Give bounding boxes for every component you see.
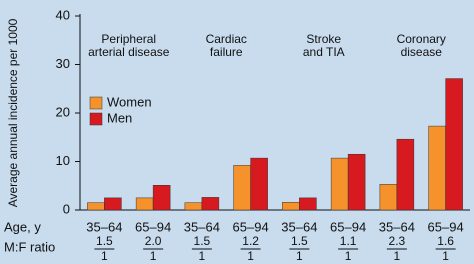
group-label: disease <box>401 45 443 59</box>
ratio-numerator: 1.2 <box>242 234 259 248</box>
ratio-numerator: 1.1 <box>340 234 357 248</box>
bar <box>396 138 415 211</box>
y-tick-label: 40 <box>56 7 70 22</box>
ratio-denominator: 1 <box>199 249 206 263</box>
group-label: Peripheral <box>101 32 156 46</box>
y-tick-label: 30 <box>56 56 70 71</box>
x-tick-label: 65–94 <box>330 219 366 234</box>
x-tick-label: 65–94 <box>135 219 171 234</box>
ratio-denominator: 1 <box>296 249 303 263</box>
bar <box>250 157 268 211</box>
legend-swatch <box>89 112 103 126</box>
ratio-denominator: 1 <box>247 249 254 263</box>
ratio-numerator: 1.5 <box>96 234 113 248</box>
x-tick-label: 35–64 <box>86 219 122 234</box>
group-label: failure <box>210 45 243 59</box>
ratio-numerator: 2.0 <box>145 234 162 248</box>
bar <box>135 197 154 211</box>
ratio-numerator: 2.3 <box>389 234 406 248</box>
legend-swatch <box>89 96 103 110</box>
age-label: Age, y <box>4 219 41 234</box>
x-tick-label: 35–64 <box>379 219 415 234</box>
ratio-denominator: 1 <box>101 249 108 263</box>
bar <box>87 202 105 211</box>
group-label: Stroke <box>306 32 341 46</box>
bar <box>299 197 317 211</box>
bar <box>233 165 251 211</box>
group-label: Coronary <box>397 32 446 46</box>
bar <box>201 197 220 211</box>
ratio-denominator: 1 <box>394 249 401 263</box>
y-tick-label: 20 <box>56 104 70 119</box>
bar <box>445 78 463 211</box>
group-label: and TIA <box>303 45 345 59</box>
bar <box>104 197 122 211</box>
group-label: arterial disease <box>88 45 170 59</box>
ratio-denominator: 1 <box>442 249 449 263</box>
x-tick-label: 65–94 <box>428 219 464 234</box>
legend-label: Women <box>107 94 152 109</box>
ratio-numerator: 1.6 <box>437 234 454 248</box>
ratio-label: M:F ratio <box>4 239 55 254</box>
ratio-denominator: 1 <box>345 249 352 263</box>
bar <box>330 157 349 211</box>
bar <box>379 184 398 211</box>
bar <box>282 201 300 211</box>
bar <box>347 153 366 211</box>
x-tick-label: 65–94 <box>233 219 269 234</box>
ratio-numerator: 1.5 <box>194 234 211 248</box>
y-tick-label: 10 <box>56 153 70 168</box>
legend-label: Men <box>107 110 132 125</box>
ratio-denominator: 1 <box>150 249 157 263</box>
bar <box>152 185 171 211</box>
bar <box>428 125 446 211</box>
y-axis-label: Average annual incidence per 1000 <box>6 18 20 207</box>
ratio-numerator: 1.5 <box>291 234 308 248</box>
bar <box>184 202 203 211</box>
x-tick-label: 35–64 <box>281 219 317 234</box>
group-label: Cardiac <box>206 32 247 46</box>
y-tick-label: 0 <box>63 201 70 216</box>
x-tick-label: 35–64 <box>184 219 220 234</box>
